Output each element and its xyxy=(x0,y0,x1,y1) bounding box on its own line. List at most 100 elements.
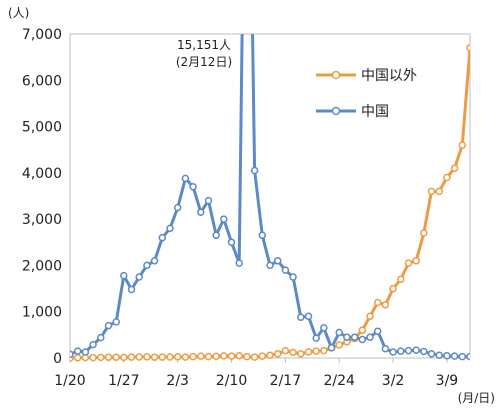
series-lines xyxy=(70,34,470,362)
x-tick-label: 2/10 xyxy=(216,373,247,389)
data-point xyxy=(189,182,197,191)
series-line-1 xyxy=(70,34,470,359)
data-point xyxy=(70,350,74,359)
data-point xyxy=(181,174,190,183)
y-tick-label: 1,000 xyxy=(22,305,62,321)
data-point xyxy=(381,344,390,353)
data-point xyxy=(373,298,382,307)
data-point xyxy=(173,353,182,361)
legend-label: 中国以外 xyxy=(361,68,417,84)
data-point xyxy=(450,352,459,360)
data-point xyxy=(258,231,267,240)
data-point xyxy=(304,348,313,356)
data-point xyxy=(466,44,470,52)
data-point xyxy=(81,348,90,356)
data-point xyxy=(366,312,374,321)
data-point xyxy=(220,215,228,223)
data-point xyxy=(112,318,120,326)
data-point xyxy=(412,257,420,265)
data-point xyxy=(212,352,220,361)
data-point xyxy=(297,313,305,322)
y-tick-label: 3,000 xyxy=(22,212,62,228)
data-point xyxy=(404,259,413,267)
data-point xyxy=(212,231,220,240)
data-point xyxy=(97,353,105,362)
data-point xyxy=(435,351,443,359)
series-line-0 xyxy=(70,47,470,360)
data-point xyxy=(381,301,390,309)
data-point xyxy=(443,173,451,182)
data-point xyxy=(158,233,167,242)
y-tick-label: 6,000 xyxy=(22,73,62,89)
data-point xyxy=(227,352,236,360)
annotation-value-label: 15,151人 xyxy=(177,38,231,52)
data-point xyxy=(420,347,428,356)
data-point xyxy=(204,352,213,361)
data-point xyxy=(227,238,236,247)
data-point xyxy=(135,273,143,281)
data-point xyxy=(289,348,297,357)
data-point xyxy=(127,353,136,361)
data-point xyxy=(389,348,397,356)
data-point xyxy=(173,203,182,212)
data-point xyxy=(243,352,251,361)
data-point xyxy=(373,327,382,335)
x-axis-ticks: 1/20 1/27 2/3 2/10 2/17 2/24 3/2 3/9 xyxy=(54,357,470,389)
data-point xyxy=(281,346,290,355)
data-point xyxy=(189,352,197,361)
y-tick-label: 5,000 xyxy=(22,120,62,136)
data-point xyxy=(397,275,405,284)
data-point xyxy=(158,353,167,361)
data-point xyxy=(197,208,205,216)
x-tick-label: 3/2 xyxy=(382,373,405,389)
data-point xyxy=(220,352,228,360)
y-tick-label: 2,000 xyxy=(22,258,62,274)
legend-swatch-marker xyxy=(331,70,341,80)
y-tick-label: 4,000 xyxy=(22,166,62,182)
data-point xyxy=(120,271,128,280)
data-point xyxy=(320,346,328,355)
data-point xyxy=(166,353,174,361)
data-point xyxy=(297,350,305,358)
data-point xyxy=(358,326,367,334)
x-axis-unit-label: (月/日) xyxy=(458,391,495,405)
data-point xyxy=(181,353,190,361)
data-point xyxy=(320,324,328,332)
data-point xyxy=(204,196,213,205)
data-point xyxy=(397,347,405,355)
data-point xyxy=(89,353,97,362)
data-point xyxy=(197,352,205,360)
data-point xyxy=(327,344,336,352)
x-tick-label: 2/17 xyxy=(270,373,301,389)
data-point xyxy=(73,347,82,355)
data-point xyxy=(458,141,467,149)
data-point xyxy=(250,353,259,361)
data-point xyxy=(135,353,143,361)
data-point xyxy=(358,335,367,344)
data-point xyxy=(266,261,274,270)
data-point xyxy=(312,347,320,355)
annotation-date-label: (2月12日) xyxy=(176,55,232,69)
data-point xyxy=(143,261,151,270)
peak-annotation: 15,151人 (2月12日) xyxy=(176,38,232,69)
data-point xyxy=(120,353,128,362)
x-tick-label: 2/24 xyxy=(324,373,356,389)
data-point xyxy=(335,328,343,337)
data-point xyxy=(404,346,413,355)
y-tick-label: 0 xyxy=(53,351,62,367)
data-point xyxy=(366,333,374,341)
legend-swatch-marker xyxy=(331,106,341,116)
legend-label: 中国 xyxy=(361,104,389,120)
data-point xyxy=(266,351,274,359)
data-point xyxy=(112,353,120,361)
data-point xyxy=(258,352,267,360)
data-point xyxy=(281,266,290,274)
data-point xyxy=(450,164,459,172)
y-axis-unit-label: (人) xyxy=(8,6,29,20)
data-point xyxy=(458,352,467,361)
data-point xyxy=(235,259,243,267)
x-tick-label: 3/9 xyxy=(436,373,459,389)
